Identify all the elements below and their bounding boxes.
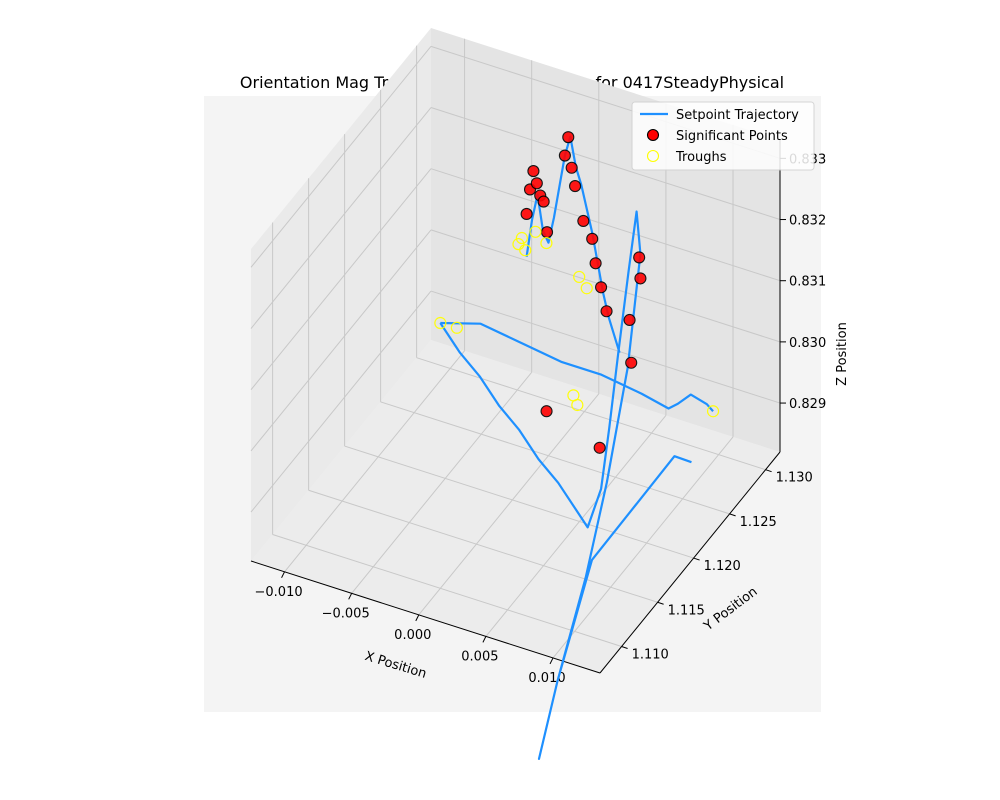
y-tick-mark — [657, 601, 664, 605]
trough-point — [434, 316, 447, 330]
significant-point — [577, 214, 590, 228]
trough-point — [540, 236, 553, 250]
y-axis-line — [599, 451, 781, 674]
y-tick-mark — [729, 513, 736, 517]
y-tick-mark — [765, 469, 772, 473]
y-gridline-floor — [416, 357, 766, 471]
legend-box — [631, 101, 815, 171]
x-tick-mark — [415, 614, 420, 622]
z-gridline-side — [250, 290, 432, 513]
z-gridline-side — [250, 168, 432, 391]
series-layer — [434, 131, 720, 760]
legend-label: Troughs — [675, 150, 727, 165]
series-line-setpoint-trajectory — [525, 135, 621, 354]
y-gridline-floor — [380, 401, 730, 515]
z-gridline-back — [430, 290, 781, 404]
x-tick-mark — [482, 636, 487, 643]
significant-point — [633, 251, 646, 264]
x-gridline-floor — [552, 436, 734, 659]
significant-point — [527, 165, 540, 178]
axis-ticks: −0.010−0.0050.0000.0050.0101.1101.1151.1… — [250, 140, 826, 686]
x-tick-mark — [549, 657, 554, 665]
z-gridline-side — [250, 46, 432, 268]
z-tick-label: 0.829 — [789, 397, 826, 412]
trough-point — [580, 282, 593, 295]
x-tick-mark — [348, 593, 353, 600]
legend-label: Significant Points — [676, 129, 788, 144]
z-tick-label: 0.831 — [789, 275, 826, 290]
significant-point — [537, 195, 550, 208]
significant-point — [562, 131, 575, 144]
floor-pane — [251, 340, 780, 673]
y-tick-mark — [693, 557, 700, 561]
side-pane — [251, 28, 431, 561]
trough-point — [519, 244, 532, 257]
trough-point — [515, 231, 528, 245]
z-gridline-side — [250, 229, 432, 452]
significant-point — [540, 405, 553, 418]
y-gridline-floor — [272, 534, 622, 647]
y-tick-label: 1.115 — [668, 603, 705, 618]
significant-point — [586, 232, 599, 245]
legend-marker-swatch — [646, 149, 660, 163]
series-line-setpoint-trajectory — [440, 321, 714, 412]
significant-point — [540, 226, 554, 239]
x-tick-label: −0.010 — [255, 585, 303, 600]
axis-panes — [204, 28, 821, 712]
series-line-setpoint-trajectory — [439, 210, 692, 760]
z-axis-label: Z Position — [835, 322, 850, 386]
trough-point — [571, 398, 584, 412]
y-tick-label: 1.110 — [632, 647, 669, 662]
z-tick-label: 0.832 — [789, 214, 826, 229]
z-gridline-back — [430, 107, 781, 221]
legend-marker-swatch — [646, 128, 660, 142]
x-gridline-floor — [485, 415, 667, 637]
x-tick-label: 0.005 — [461, 649, 498, 664]
z-tick-label: 0.830 — [789, 336, 826, 351]
trough-point — [529, 225, 542, 238]
significant-point — [600, 305, 613, 318]
significant-point — [595, 281, 608, 294]
significant-point — [520, 207, 533, 220]
significant-point — [634, 272, 647, 285]
x-tick-label: −0.005 — [322, 606, 370, 621]
significant-point — [623, 313, 636, 327]
significant-point — [625, 356, 638, 369]
x-tick-label: 0.000 — [394, 628, 431, 643]
y-tick-mark — [621, 646, 628, 649]
trough-point — [706, 405, 720, 418]
y-gridline-floor — [344, 445, 694, 559]
z-gridline-back — [430, 168, 781, 282]
y-tick-label: 1.125 — [740, 515, 777, 530]
x-axis-line — [250, 560, 601, 674]
significant-point — [565, 161, 578, 174]
trough-point — [450, 321, 463, 334]
significant-point — [589, 257, 602, 270]
significant-point — [569, 180, 582, 193]
trough-point — [512, 238, 525, 251]
y-tick-label: 1.130 — [776, 471, 813, 486]
z-gridline-side — [250, 107, 432, 329]
significant-point — [530, 177, 543, 190]
significant-point — [593, 441, 606, 454]
x-gridline-floor — [284, 350, 465, 573]
trough-point — [573, 270, 586, 284]
legend: Setpoint Trajectory Significant Points Tro… — [631, 101, 815, 171]
significant-point — [558, 149, 571, 162]
legend-label: Setpoint Trajectory — [676, 108, 799, 123]
x-gridline-floor — [418, 393, 600, 616]
y-tick-label: 1.120 — [704, 559, 741, 574]
x-tick-mark — [281, 571, 286, 578]
y-gridline-floor — [308, 489, 658, 603]
